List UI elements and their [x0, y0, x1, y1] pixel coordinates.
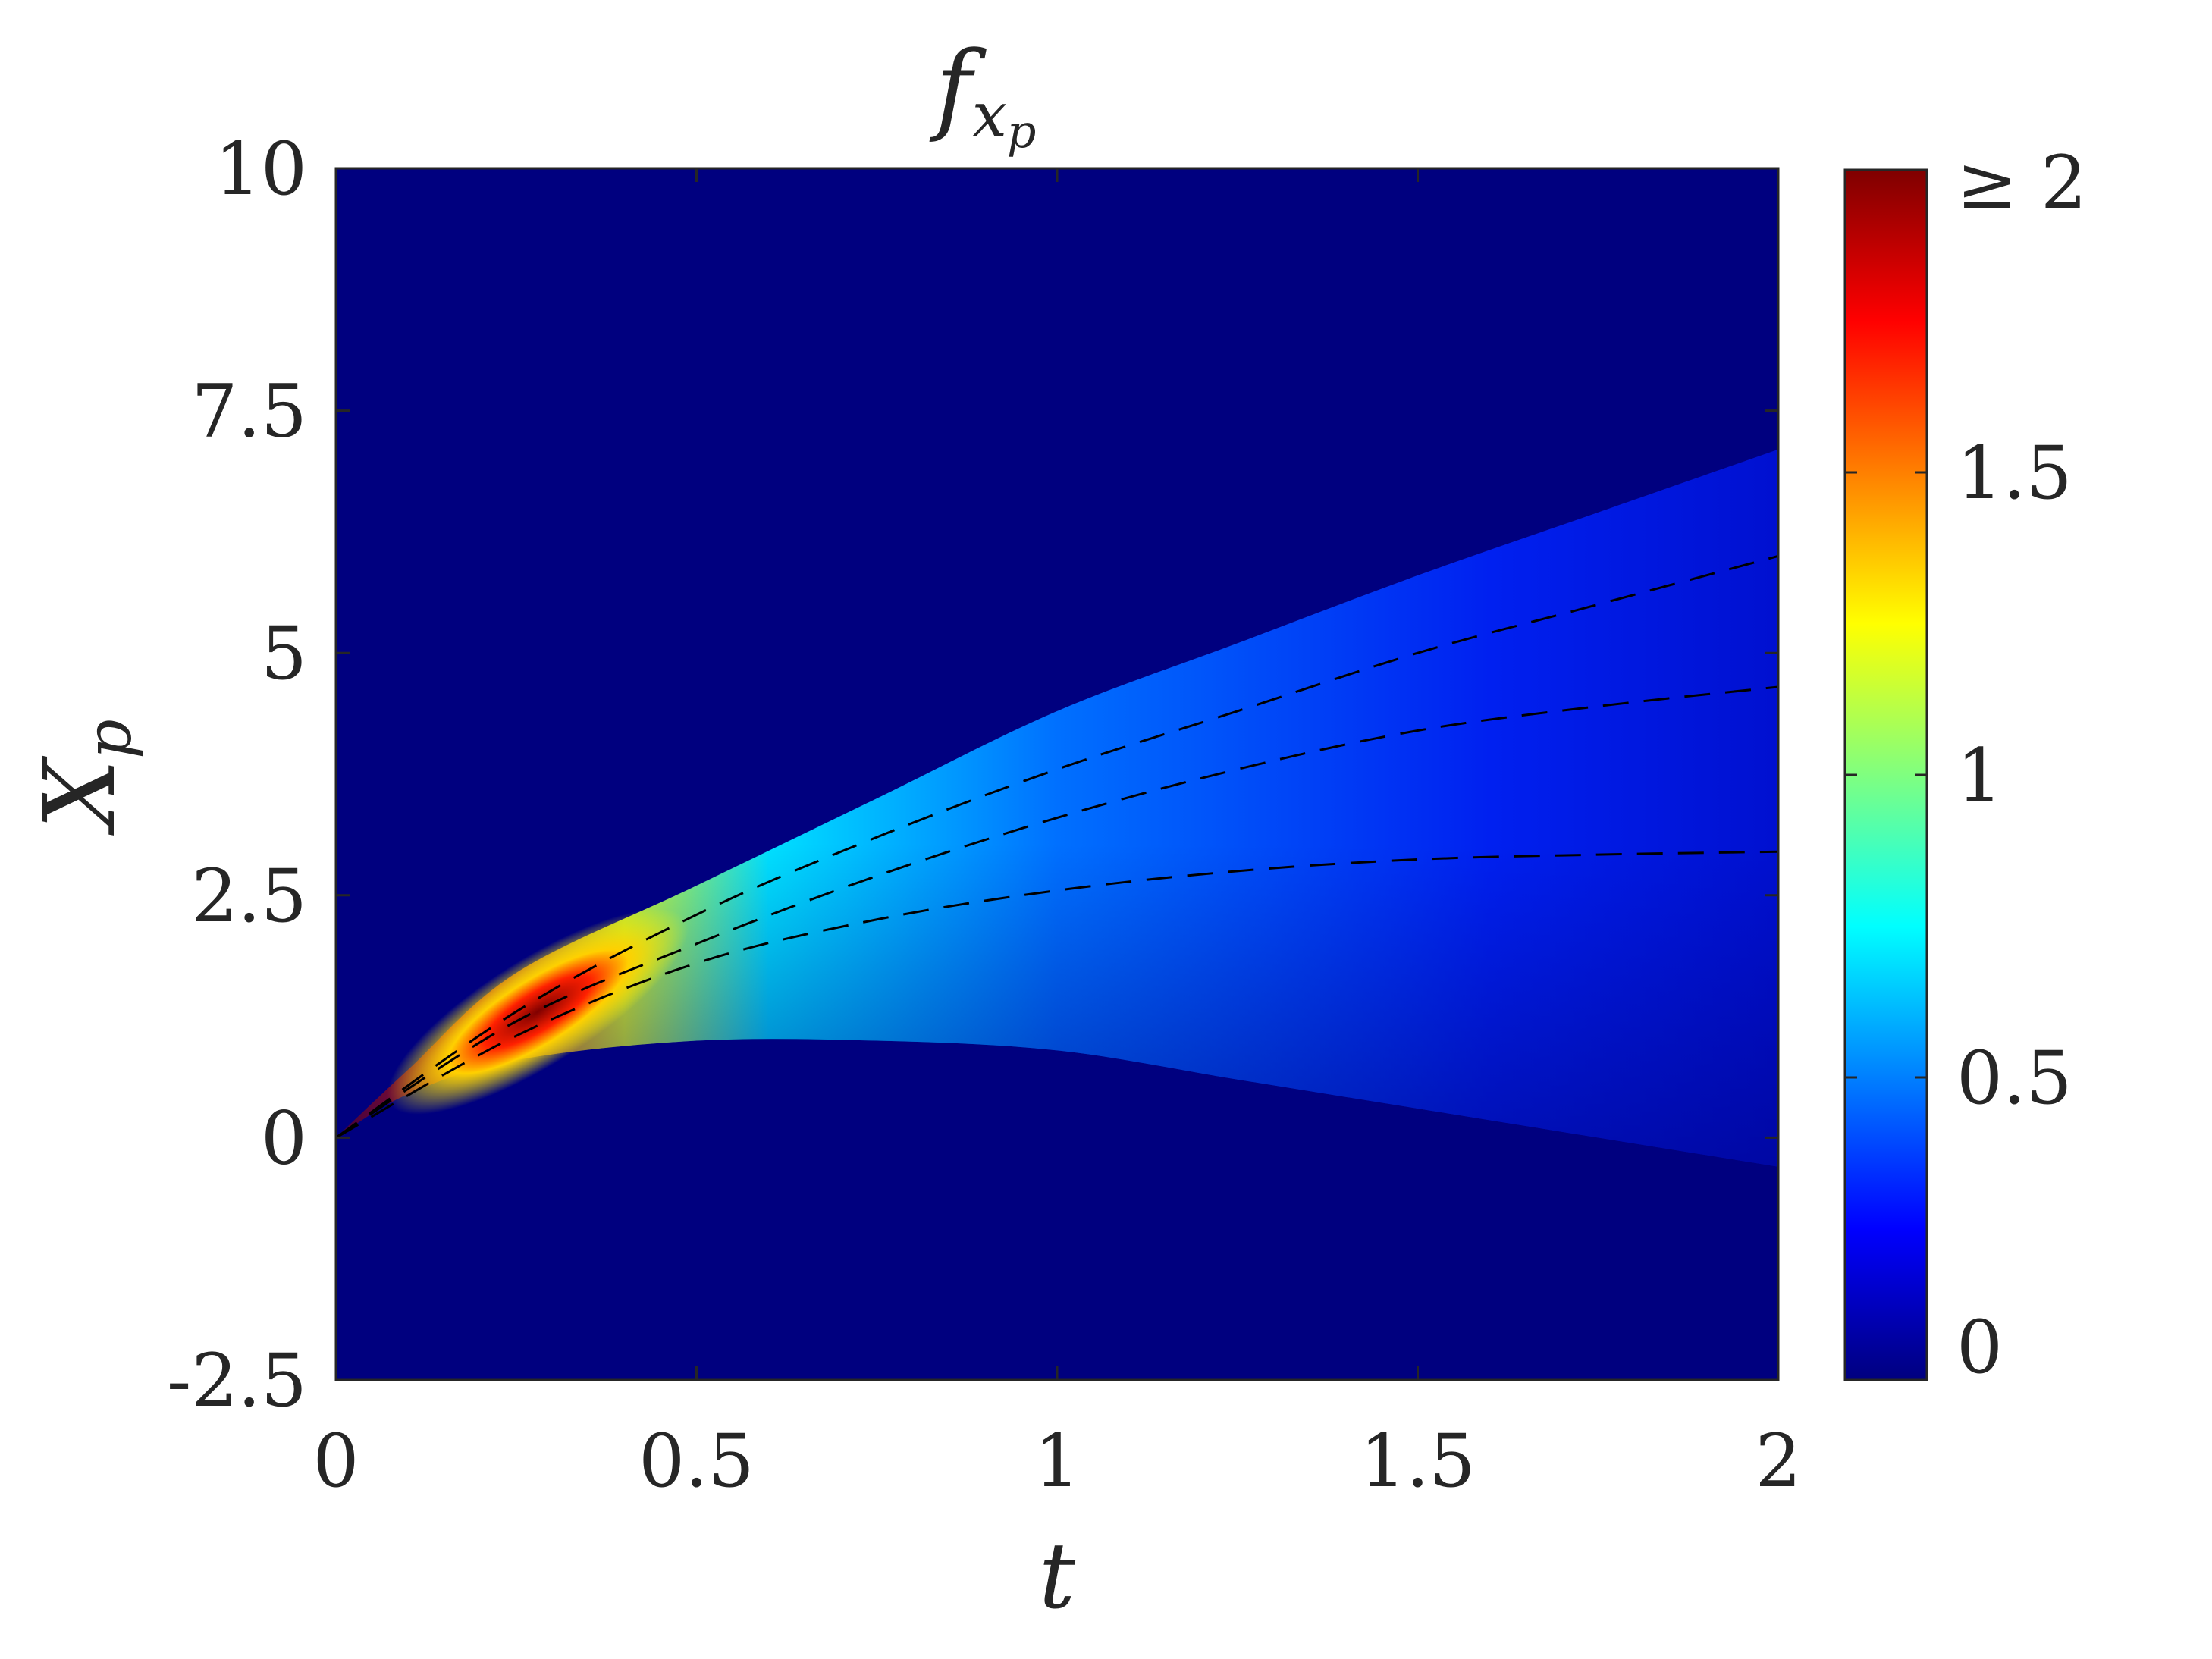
- plot-area: 0 0.5 1 1.5 2 -2.502.557.510: [167, 127, 1802, 1504]
- y-label-sub: p: [74, 719, 146, 759]
- x-tick-label: 0.5: [638, 1419, 755, 1504]
- chart-title: fxp: [930, 30, 1037, 158]
- y-ticks: -2.5 0 2.5 5 7.5 10: [167, 127, 1778, 1423]
- title-sub: x: [972, 80, 1007, 152]
- y-tick-label: 0: [261, 1096, 307, 1181]
- colorbar-tick-label: 0: [1956, 1305, 2003, 1390]
- colorbar-gradient: [1843, 168, 1928, 1381]
- y-tick-label: 5: [261, 611, 307, 696]
- x-tick-label: 0: [312, 1419, 359, 1504]
- y-tick-label: -2.5: [167, 1338, 307, 1423]
- y-axis-label: Xp: [22, 719, 146, 836]
- colorbar-ticks: 0 0.5 1 1.5 ≥ 2: [1845, 140, 2087, 1390]
- x-tick-label: 2: [1755, 1419, 1801, 1504]
- x-ticks: 0 0.5 1 1.5 2: [312, 168, 1802, 1504]
- density-region-shade: [336, 449, 1778, 1167]
- dashed-line-3: [336, 850, 1778, 1139]
- y-tick-label: 2.5: [191, 854, 307, 939]
- y-tick-label: 7.5: [191, 369, 307, 454]
- title-subsub: p: [1007, 105, 1036, 158]
- x-axis-label: t: [1039, 1524, 1076, 1629]
- x-tick-label: 1.5: [1360, 1419, 1476, 1504]
- y-label-main: X: [22, 756, 137, 836]
- colorbar-tick-label: 1: [1956, 733, 2003, 818]
- colorbar-tick-label: 0.5: [1956, 1036, 2072, 1121]
- dashed-line-1: [336, 554, 1778, 1139]
- colorbar-tick-label: 1.5: [1956, 431, 2072, 516]
- dashed-lines: [336, 554, 1778, 1139]
- colorbar: 0 0.5 1 1.5 ≥ 2: [1843, 140, 2087, 1390]
- x-tick-label: 1: [1034, 1419, 1080, 1504]
- dashed-line-2: [336, 685, 1778, 1139]
- colorbar-tick-label: ≥ 2: [1956, 140, 2087, 225]
- y-tick-label: 10: [215, 127, 307, 212]
